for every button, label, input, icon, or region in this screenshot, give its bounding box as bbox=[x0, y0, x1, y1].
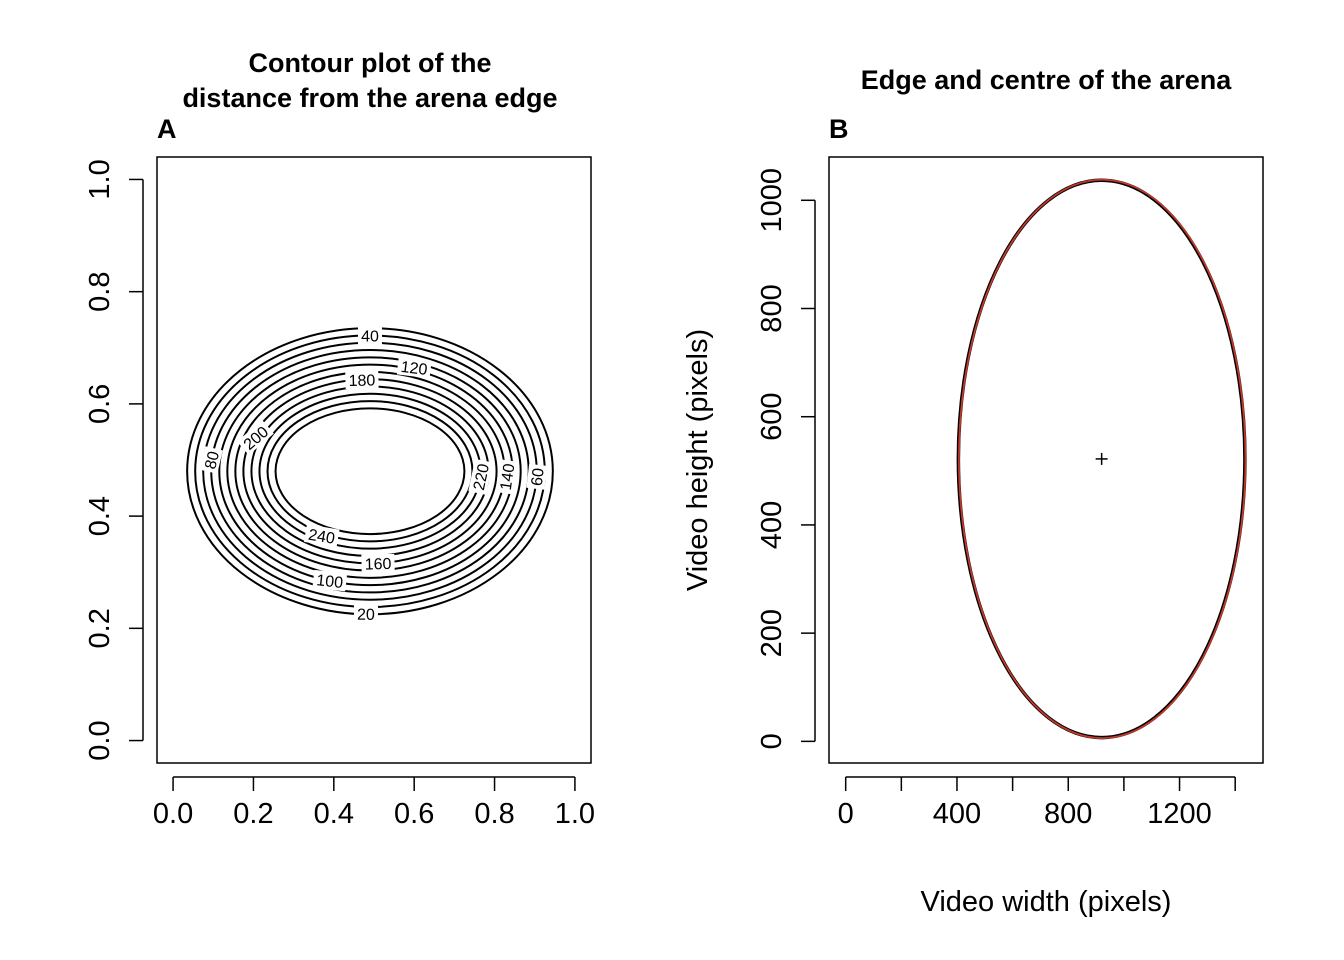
panel-b-y-tick-label: 600 bbox=[756, 393, 788, 441]
panel-b-x-tick-label: 400 bbox=[933, 798, 981, 830]
contour-line-120 bbox=[226, 363, 514, 579]
panel-b-y-tick-label: 400 bbox=[756, 501, 788, 549]
panel-a-y-tick-label: 1.0 bbox=[84, 159, 116, 199]
contour-label-text: 160 bbox=[364, 556, 391, 574]
contour-label-background bbox=[526, 463, 548, 490]
panel-a-x-axis: 0.0 0.2 0.4 0.6 0.8 1.0 bbox=[153, 776, 595, 830]
panel-a-label: A bbox=[157, 114, 177, 144]
contour-label-120: 120 bbox=[396, 356, 432, 379]
contour-label-text: 240 bbox=[307, 527, 336, 548]
contour-label-220: 220 bbox=[468, 458, 493, 495]
panel-a-x-tick-label: 1.0 bbox=[555, 798, 595, 830]
panel-a-y-tick-label: 0.2 bbox=[84, 608, 116, 648]
contour-label-background bbox=[495, 459, 518, 495]
contour-line-220 bbox=[266, 400, 474, 543]
panel-a-title-line-1: Contour plot of the bbox=[249, 48, 492, 78]
contour-label-text: 100 bbox=[315, 572, 343, 592]
panel-b-title: Edge and centre of the arena bbox=[861, 65, 1233, 95]
contour-label-background bbox=[396, 356, 432, 379]
contour-label-text: 120 bbox=[400, 359, 429, 379]
contour-label-background bbox=[303, 524, 340, 548]
contour-label-80: 80 bbox=[199, 446, 223, 474]
panel-a-y-tick-label: 0.0 bbox=[84, 720, 116, 760]
panel-b-label: B bbox=[829, 114, 849, 144]
contour-label-background bbox=[357, 326, 382, 345]
contour-label-background bbox=[345, 370, 379, 390]
fitted-arena-edge bbox=[958, 178, 1247, 740]
contour-label-240: 240 bbox=[303, 524, 340, 548]
arena-centre-marker bbox=[1095, 452, 1108, 465]
contour-label-text: 140 bbox=[498, 463, 519, 492]
panel-b-y-tick-label: 800 bbox=[756, 284, 788, 332]
panel-b-y-axis: 0 200 400 600 800 1000 bbox=[756, 168, 816, 749]
contour-label-160: 160 bbox=[361, 553, 395, 574]
contour-line-240 bbox=[274, 407, 466, 536]
contour-label-60: 60 bbox=[526, 463, 548, 490]
contour-label-text: 180 bbox=[348, 372, 375, 390]
contour-label-140: 140 bbox=[495, 459, 519, 495]
panel-a-title-line-2: distance from the arena edge bbox=[182, 83, 557, 113]
panel-a-plot-box bbox=[156, 156, 592, 764]
panel-a-x-tick-label: 0.4 bbox=[314, 798, 354, 830]
contour-label-100: 100 bbox=[312, 569, 348, 592]
panel-b: Edge and centre of the arena B 0 400 800 12… bbox=[682, 65, 1264, 918]
panel-b-x-tick-label: 1200 bbox=[1147, 798, 1212, 830]
contour-label-background bbox=[199, 446, 223, 474]
contour-label-text: 220 bbox=[471, 462, 493, 492]
panel-a-y-axis: 0.0 0.2 0.4 0.6 0.8 1.0 bbox=[84, 159, 144, 761]
contour-label-background bbox=[237, 419, 274, 456]
contour-line-100 bbox=[218, 356, 522, 587]
panel-b-plot-box bbox=[828, 156, 1264, 764]
panel-b-x-axis-title: Video width (pixels) bbox=[921, 886, 1172, 918]
contour-line-160 bbox=[242, 378, 498, 565]
panel-b-x-tick-label: 0 bbox=[838, 798, 854, 830]
contour-label-text: 80 bbox=[202, 450, 223, 471]
contour-label-text: 60 bbox=[529, 467, 548, 487]
contour-label-180: 180 bbox=[345, 370, 379, 390]
panel-a-y-tick-label: 0.6 bbox=[84, 384, 116, 424]
contour-line-180 bbox=[250, 385, 490, 557]
panel-b-y-tick-label: 1000 bbox=[756, 168, 788, 233]
panel-a-x-tick-label: 0.0 bbox=[153, 798, 193, 830]
panel-b-x-axis: 0 400 800 1200 bbox=[838, 776, 1236, 830]
contour-label-40: 40 bbox=[357, 326, 382, 345]
contour-label-background bbox=[353, 604, 379, 623]
panel-b-y-axis-title: Video height (pixels) bbox=[682, 329, 714, 591]
panel-a: Contour plot of the distance from the ar… bbox=[84, 48, 595, 830]
panel-b-y-tick-label: 200 bbox=[756, 609, 788, 657]
panel-a-y-tick-label: 0.4 bbox=[84, 496, 116, 536]
contour-label-background bbox=[468, 458, 493, 495]
contour-label-background bbox=[312, 569, 348, 592]
contour-label-text: 20 bbox=[357, 607, 375, 624]
panel-a-x-tick-label: 0.2 bbox=[233, 798, 273, 830]
panel-a-x-tick-label: 0.6 bbox=[394, 798, 434, 830]
panel-b-y-tick-label: 0 bbox=[756, 733, 788, 749]
panel-a-y-tick-label: 0.8 bbox=[84, 272, 116, 312]
panel-b-series bbox=[956, 178, 1247, 740]
panel-a-x-tick-label: 0.8 bbox=[474, 798, 514, 830]
contour-line-200 bbox=[258, 392, 482, 550]
contour-label-text: 40 bbox=[361, 328, 379, 345]
contour-label-background bbox=[361, 553, 395, 573]
panel-b-x-tick-label: 800 bbox=[1044, 798, 1092, 830]
contour-label-20: 20 bbox=[353, 604, 379, 624]
